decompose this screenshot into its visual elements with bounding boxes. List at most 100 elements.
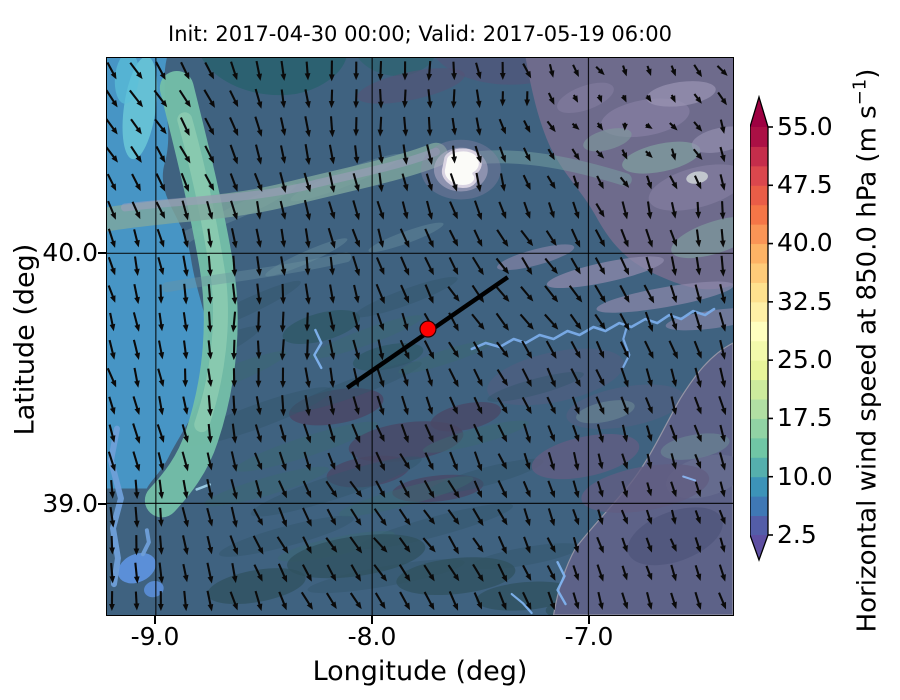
wind-arrow	[475, 89, 482, 109]
wind-arrow-head	[428, 545, 436, 553]
wind-arrow	[669, 229, 678, 247]
wind-arrow-head	[426, 101, 433, 109]
wind-arrow-head	[231, 408, 238, 416]
wind-arrow	[328, 311, 336, 333]
wind-arrow-head	[403, 352, 410, 360]
streak	[497, 244, 575, 271]
wind-arrow-head	[402, 73, 408, 81]
wind-arrow-head	[379, 463, 386, 472]
wind-arrow	[280, 89, 287, 109]
wind-arrow	[353, 117, 359, 137]
wind-arrow-head	[647, 406, 653, 415]
wind-arrow-head	[623, 295, 630, 303]
wind-arrow-head	[695, 573, 702, 582]
wind-arrow-head	[696, 351, 702, 359]
wind-arrow	[378, 172, 384, 193]
wind-arrow	[473, 592, 483, 610]
wind-arrow-head	[230, 325, 237, 333]
wind-arrow	[423, 591, 435, 611]
wind-arrow-head	[452, 546, 459, 555]
wind-arrow	[621, 201, 629, 220]
wind-arrow	[451, 61, 457, 81]
wind-arrow-head	[355, 574, 361, 582]
wind-arrow-head	[696, 602, 702, 610]
wind-arrow-head	[646, 461, 653, 470]
wind-arrow	[231, 368, 238, 388]
contour-patch	[287, 534, 426, 579]
wind-arrow	[498, 146, 506, 163]
wind-arrow	[620, 94, 627, 103]
axis-tick	[588, 616, 590, 624]
colorbar-over-arrow	[750, 97, 768, 127]
wind-arrow	[133, 283, 140, 305]
wind-arrow-head	[476, 406, 483, 415]
wind-arrow	[669, 424, 678, 443]
wind-arrow-head	[525, 211, 531, 219]
wind-arrow	[378, 145, 384, 165]
wind-arrow	[424, 256, 434, 276]
wind-arrow-head	[720, 489, 726, 498]
wind-arrow-head	[135, 126, 142, 135]
wind-arrow-head	[257, 518, 264, 526]
wind-arrow-head	[354, 352, 360, 361]
wind-arrow-head	[380, 518, 387, 527]
wind-arrow	[473, 423, 483, 444]
wind-arrow-head	[403, 295, 410, 304]
wind-arrow	[670, 592, 677, 610]
wind-arrow	[280, 60, 287, 81]
wind-arrow-head	[232, 547, 238, 556]
wind-arrow	[425, 173, 433, 192]
wind-arrow-head	[404, 602, 411, 611]
wind-arrow-head	[255, 325, 262, 333]
wind-arrow	[426, 116, 433, 137]
wind-arrow	[155, 61, 166, 81]
wind-arrow	[256, 283, 262, 305]
colorbar-segment	[750, 301, 768, 322]
wind-arrow	[229, 117, 239, 137]
wind-arrow	[694, 367, 702, 388]
colorbar-segment	[750, 418, 768, 439]
wind-arrow-head	[134, 296, 140, 305]
wind-arrow	[254, 116, 263, 137]
wind-arrow-head	[501, 406, 508, 414]
wind-arrow-head	[157, 604, 164, 612]
wind-arrow	[522, 480, 531, 498]
wind-arrow	[204, 117, 215, 136]
wind-arrow	[595, 340, 605, 359]
wind-arrow	[594, 257, 606, 275]
wind-arrow	[353, 61, 360, 81]
wind-arrow-head	[354, 268, 360, 277]
wind-arrow	[107, 89, 118, 108]
wind-arrow	[694, 537, 702, 554]
wind-arrow-head	[596, 95, 603, 103]
wind-arrow	[522, 147, 531, 162]
river	[313, 328, 323, 370]
wind-arrow	[719, 452, 726, 471]
wind-arrow	[719, 146, 726, 163]
wind-arrow-head	[208, 71, 215, 80]
wind-arrow-head	[329, 268, 335, 276]
wind-arrow	[670, 256, 678, 277]
wind-arrow-head	[452, 379, 459, 388]
wind-arrow	[448, 341, 459, 358]
wind-arrow	[547, 451, 556, 471]
wind-arrow-head	[599, 267, 606, 275]
colorbar-segment	[750, 399, 768, 419]
wind-arrow	[329, 395, 336, 416]
wind-arrow	[546, 537, 556, 553]
wind-arrow	[402, 61, 408, 81]
wind-arrow-head	[452, 267, 459, 276]
wind-arrow	[373, 564, 388, 582]
wind-arrow-head	[134, 407, 140, 416]
wind-arrow	[495, 312, 509, 331]
wind-arrow	[694, 564, 702, 582]
river	[140, 528, 151, 557]
wind-arrow-head	[184, 99, 191, 108]
wind-arrow-head	[598, 181, 604, 190]
wind-arrow-head	[476, 184, 482, 193]
wind-arrow-head	[134, 239, 140, 248]
river	[556, 560, 567, 606]
wind-arrow-head	[427, 212, 433, 220]
streak	[665, 307, 733, 331]
wind-arrow-head	[526, 294, 534, 302]
